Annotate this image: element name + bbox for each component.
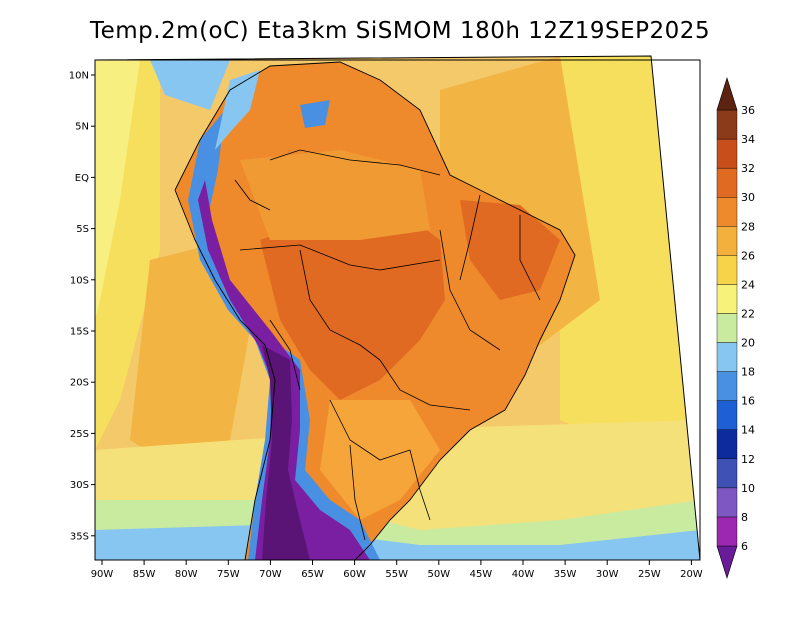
amazon-warm — [240, 150, 430, 240]
colorbar-segment — [716, 167, 738, 198]
lon-label: 45W — [470, 569, 493, 580]
lon-label: 65W — [301, 569, 324, 580]
colorbar-max-arrow — [716, 76, 738, 111]
coastline — [174, 61, 576, 560]
atlantic-warm-band — [560, 56, 700, 480]
country-borders — [234, 149, 541, 541]
lon-label: 25W — [638, 569, 661, 580]
lat-label: 10N — [69, 71, 89, 82]
colorbar-segment — [716, 313, 738, 343]
map-title: Temp.2m(oC) Eta3km SiSMOM 180h 12Z19SEP2… — [89, 18, 711, 44]
lat-label: 15S — [70, 327, 89, 338]
lon-label: 80W — [175, 569, 198, 580]
colorbar-label: 10 — [741, 482, 755, 495]
colorbar-segment — [716, 487, 738, 518]
lon-label: 50W — [427, 569, 450, 580]
lon-label: 20W — [680, 569, 703, 580]
colorbar-label: 14 — [741, 424, 755, 437]
lon-label: 75W — [217, 569, 240, 580]
caribbean-cool — [150, 60, 230, 110]
colorbar: 6 8 10 12 14 16 18 20 22 24 26 28 30 32 34 36 — [716, 76, 755, 580]
lat-axis: 10N 5N EQ 5S 10S 15S 20S 25S 30S 35S — [69, 71, 95, 542]
colorbar-segment — [716, 371, 738, 401]
colorbar-segment — [716, 255, 738, 285]
pacific-light — [95, 60, 140, 320]
colorbar-segment — [716, 516, 738, 547]
colorbar-segment — [716, 109, 738, 140]
guiana-cool — [300, 100, 330, 128]
northern-andes-cool — [215, 70, 260, 150]
colorbar-label: 34 — [741, 133, 755, 146]
lon-label: 40W — [512, 569, 535, 580]
northeast-hot — [460, 200, 560, 300]
colorbar-segment — [716, 458, 738, 489]
lat-label: 10S — [70, 275, 89, 286]
colorbar-segment — [716, 196, 738, 227]
colorbar-label: 12 — [741, 453, 755, 466]
colorbar-segment — [716, 284, 738, 314]
lat-label: EQ — [75, 173, 89, 184]
axes-box — [94, 59, 701, 561]
colorbar-segment — [716, 400, 738, 430]
colorbar-label: 30 — [741, 191, 755, 204]
colorbar-label: 18 — [741, 366, 755, 379]
lat-label: 5N — [75, 122, 89, 133]
colorbar-segment — [716, 226, 738, 256]
lat-label: 5S — [76, 224, 89, 235]
lat-label: 25S — [70, 429, 89, 440]
lat-label: 35S — [70, 531, 89, 542]
colorbar-label: 36 — [741, 104, 755, 117]
colorbar-segment — [716, 138, 738, 169]
lat-label: 20S — [70, 378, 89, 389]
lat-label: 30S — [70, 480, 89, 491]
colorbar-label: 6 — [741, 540, 748, 553]
colorbar-label: 20 — [741, 337, 755, 350]
andes-deep — [262, 345, 310, 560]
colorbar-label: 28 — [741, 220, 755, 233]
colorbar-segment — [716, 342, 738, 372]
lon-label: 60W — [343, 569, 366, 580]
lon-label: 70W — [259, 569, 282, 580]
colorbar-segment — [716, 429, 738, 460]
field-layer — [95, 56, 700, 560]
pacific-east-warm — [130, 240, 250, 470]
lon-label: 90W — [91, 569, 114, 580]
brazil-hot-core — [260, 210, 445, 400]
lon-axis: 90W 85W 80W 75W 70W 65W 60W 55W 50W 45W 40W 35W 30W 2… — [91, 560, 703, 580]
lon-label: 85W — [133, 569, 156, 580]
west-coastline — [174, 189, 276, 560]
colorbar-label: 8 — [741, 511, 748, 524]
lon-label: 30W — [596, 569, 619, 580]
colorbar-min-arrow — [716, 545, 738, 580]
lon-label: 55W — [385, 569, 408, 580]
colorbar-label: 24 — [741, 278, 755, 291]
colorbar-label: 32 — [741, 162, 755, 175]
colorbar-label: 22 — [741, 307, 755, 320]
colorbar-label: 26 — [741, 249, 755, 262]
lon-label: 35W — [554, 569, 577, 580]
colorbar-label: 16 — [741, 395, 755, 408]
